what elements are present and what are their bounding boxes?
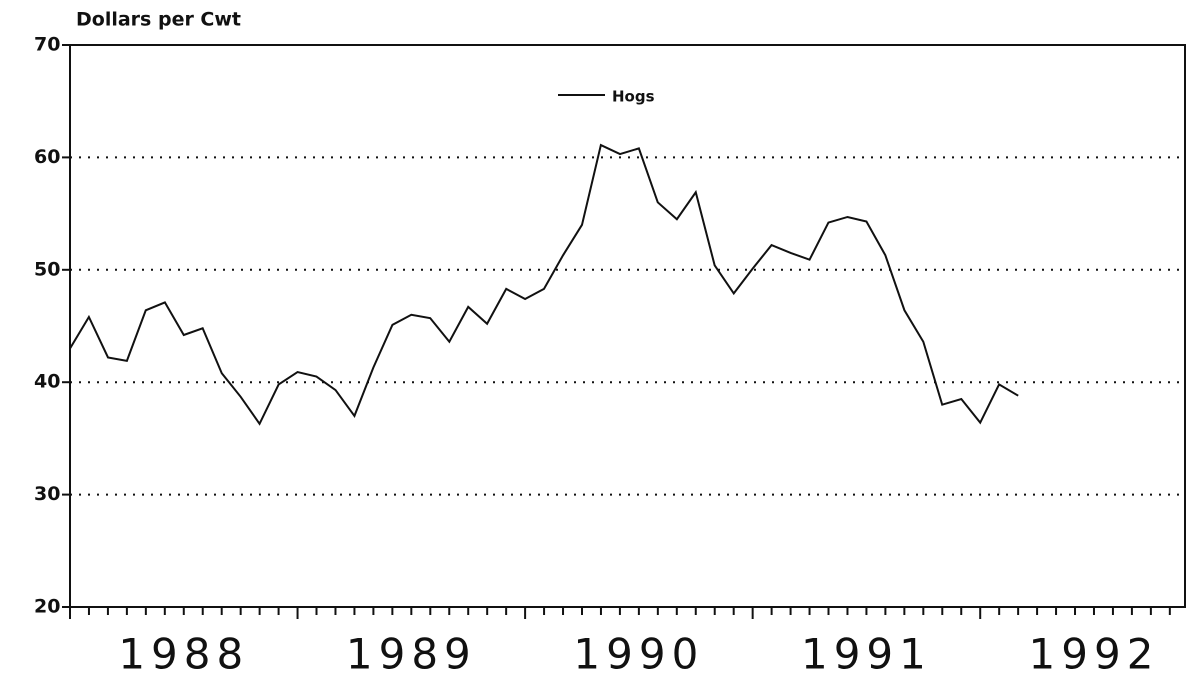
plot-frame xyxy=(69,44,1186,608)
x-tick-label: 1989 xyxy=(346,630,477,677)
y-tick-label: 50 xyxy=(34,258,60,280)
y-tick-label: 70 xyxy=(34,34,60,56)
x-tick-label: 1990 xyxy=(573,630,704,677)
y-tick-label: 60 xyxy=(34,146,60,168)
x-tick-label: 1988 xyxy=(118,630,249,677)
y-tick-label: 20 xyxy=(34,596,60,618)
legend-label: Hogs xyxy=(612,88,655,106)
data-line xyxy=(69,143,1019,426)
y-tick-label: 40 xyxy=(34,371,60,393)
y-tick-label: 30 xyxy=(34,483,60,505)
x-tick-label: 1991 xyxy=(801,630,932,677)
y-axis-title: Dollars per Cwt xyxy=(76,9,241,31)
x-tick-label: 1992 xyxy=(1029,630,1160,677)
